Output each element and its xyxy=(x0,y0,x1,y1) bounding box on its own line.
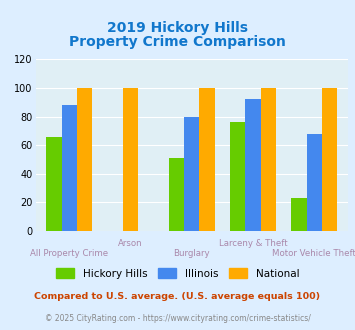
Text: Property Crime Comparison: Property Crime Comparison xyxy=(69,35,286,49)
Bar xyxy=(184,116,200,231)
Text: Compared to U.S. average. (U.S. average equals 100): Compared to U.S. average. (U.S. average … xyxy=(34,292,321,301)
Text: All Property Crime: All Property Crime xyxy=(30,249,108,258)
Text: © 2025 CityRating.com - https://www.cityrating.com/crime-statistics/: © 2025 CityRating.com - https://www.city… xyxy=(45,314,310,323)
Bar xyxy=(230,122,245,231)
Bar xyxy=(169,158,184,231)
Bar xyxy=(322,88,337,231)
Bar xyxy=(291,198,307,231)
Text: Burglary: Burglary xyxy=(173,249,210,258)
Bar xyxy=(77,88,92,231)
Bar xyxy=(46,137,61,231)
Text: Motor Vehicle Theft: Motor Vehicle Theft xyxy=(272,249,355,258)
Bar xyxy=(307,134,322,231)
Bar xyxy=(245,99,261,231)
Bar xyxy=(200,88,215,231)
Bar xyxy=(123,88,138,231)
Text: Larceny & Theft: Larceny & Theft xyxy=(219,239,287,248)
Text: Arson: Arson xyxy=(118,239,143,248)
Bar xyxy=(61,105,77,231)
Bar xyxy=(261,88,276,231)
Legend: Hickory Hills, Illinois, National: Hickory Hills, Illinois, National xyxy=(51,264,304,283)
Text: 2019 Hickory Hills: 2019 Hickory Hills xyxy=(107,21,248,35)
